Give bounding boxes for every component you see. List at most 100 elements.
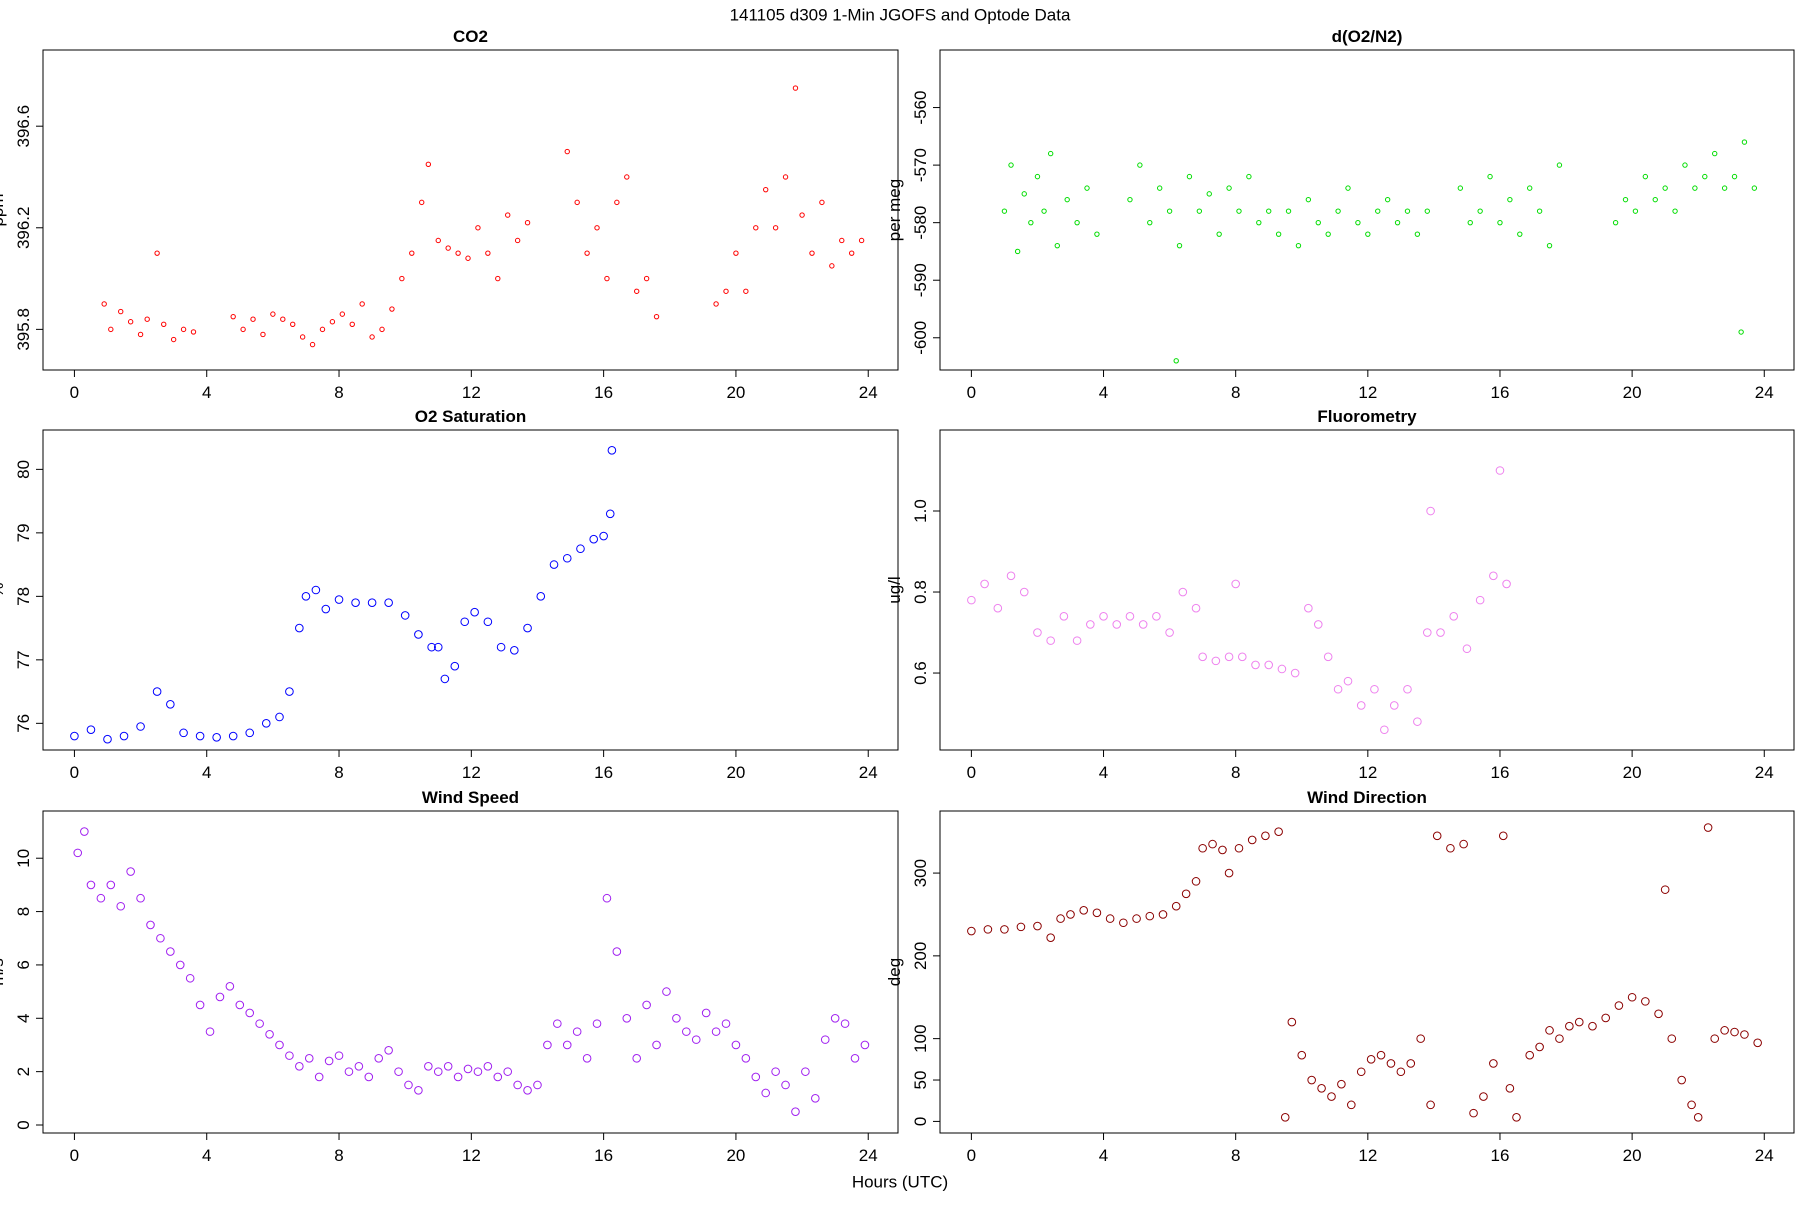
x-tick-label: 0 [70, 763, 79, 782]
data-point [301, 592, 311, 601]
data-point [1236, 208, 1242, 214]
data-point [1173, 358, 1179, 364]
data-point [753, 225, 759, 231]
data-point [470, 607, 479, 617]
data-point [1156, 185, 1163, 191]
data-point [101, 301, 107, 307]
data-point [1247, 835, 1257, 845]
x-tick-label: 4 [1099, 763, 1108, 782]
data-point [505, 212, 511, 218]
x-tick-label: 8 [334, 763, 343, 782]
data-point [733, 250, 739, 256]
data-point [672, 1013, 681, 1023]
data-point [602, 893, 612, 903]
data-point [1498, 831, 1508, 841]
data-point [212, 733, 221, 742]
data-point [119, 731, 129, 741]
data-point [572, 1027, 582, 1036]
data-point [723, 288, 729, 294]
data-point [118, 308, 124, 315]
data-point [1158, 910, 1168, 919]
data-point [731, 1040, 741, 1050]
y-tick-label: 0.8 [911, 580, 930, 604]
data-point [1366, 1055, 1376, 1064]
data-point [319, 326, 326, 333]
y-tick-label: 78 [14, 587, 33, 606]
data-point [311, 585, 321, 595]
data-point [463, 1064, 473, 1074]
data-point [384, 598, 393, 607]
data-point [1112, 620, 1122, 629]
data-point [801, 1067, 810, 1076]
data-point [1315, 219, 1321, 226]
data-point [1612, 219, 1619, 226]
data-point [1285, 208, 1292, 214]
data-point [473, 1067, 483, 1076]
data-point [1622, 196, 1629, 203]
data-point [1016, 922, 1026, 932]
x-tick-label: 20 [1623, 763, 1642, 782]
data-point [1191, 603, 1201, 613]
data-point [1426, 1100, 1435, 1110]
data-point [450, 661, 460, 671]
data-point [811, 1094, 820, 1103]
x-tick-label: 20 [726, 763, 745, 782]
data-point [1125, 612, 1135, 621]
data-point [1006, 571, 1016, 581]
data-point [513, 1080, 522, 1090]
x-tick-label: 20 [726, 1146, 745, 1165]
data-point [1304, 603, 1313, 613]
x-axis-label: Hours (UTC) [852, 1172, 948, 1191]
data-point [1127, 196, 1133, 203]
data-point [1287, 1017, 1297, 1027]
data-point [116, 901, 126, 911]
data-point [369, 334, 375, 340]
data-point [1660, 885, 1670, 894]
data-point [682, 1027, 691, 1036]
data-point [1086, 620, 1095, 629]
data-point [1682, 162, 1688, 168]
data-point [1389, 701, 1399, 710]
data-point [652, 1040, 661, 1050]
data-point [781, 1080, 790, 1090]
data-point [1033, 628, 1042, 637]
data-point [1546, 242, 1553, 249]
x-tick-label: 0 [967, 383, 976, 402]
data-point [379, 326, 385, 333]
data-point [73, 848, 83, 858]
data-point [1021, 191, 1027, 197]
data-point [1721, 185, 1728, 191]
data-point [1092, 908, 1102, 918]
data-point [215, 992, 225, 1002]
data-point [1380, 725, 1389, 735]
data-point [1266, 208, 1272, 214]
data-point [1416, 1034, 1425, 1043]
data-point [96, 893, 106, 903]
data-point [424, 1062, 433, 1071]
y-axis-label: m/s [0, 958, 7, 985]
x-tick-label: 4 [202, 383, 211, 402]
data-point [1307, 1075, 1316, 1085]
data-point [245, 728, 255, 738]
x-tick-label: 0 [967, 1146, 976, 1165]
data-point [1147, 219, 1153, 226]
data-point [607, 446, 617, 455]
data-point [1497, 219, 1503, 226]
data-point [404, 1080, 413, 1090]
data-point [175, 960, 185, 970]
data-point [634, 288, 640, 294]
y-tick-label: 300 [911, 859, 930, 887]
data-point [1426, 506, 1435, 516]
data-point [374, 1054, 384, 1063]
y-tick-label: 77 [14, 650, 33, 669]
panel: d(O2/N2) per meg 0 4 8 12 16 20 24 -600 -590 -580 -5… [885, 27, 1795, 402]
y-tick-label: -590 [911, 263, 930, 297]
data-point [553, 1019, 562, 1028]
data-point [1014, 248, 1021, 255]
data-point [460, 617, 470, 627]
x-tick-label: 4 [1099, 1146, 1108, 1165]
data-point [483, 617, 493, 627]
panel-title: O2 Saturation [415, 407, 526, 426]
data-point [354, 1062, 364, 1071]
data-point [1001, 208, 1008, 214]
